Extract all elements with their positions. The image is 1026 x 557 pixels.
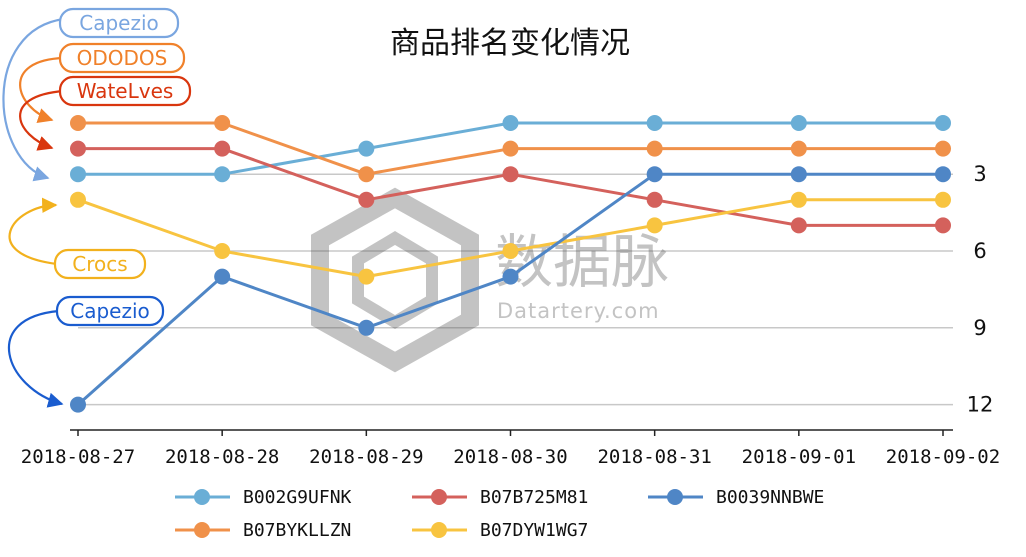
data-point	[790, 191, 807, 208]
data-point	[790, 140, 807, 157]
data-point	[358, 166, 375, 183]
data-point	[502, 115, 519, 131]
data-point	[70, 191, 86, 208]
legend-swatch-marker	[194, 489, 210, 505]
x-tick-label: 2018-08-30	[453, 446, 567, 468]
legend-item: B07BYKLLZN	[175, 520, 351, 541]
data-point	[214, 166, 231, 183]
data-point	[646, 166, 663, 183]
series-B07DYW1WG7	[70, 191, 951, 285]
annotation-label: Capezio	[70, 299, 150, 323]
data-point	[646, 115, 663, 131]
data-point	[70, 115, 86, 131]
data-point	[358, 191, 375, 208]
data-point	[70, 166, 86, 183]
data-point	[646, 191, 663, 208]
annotation-box	[58, 42, 186, 74]
data-point	[502, 243, 519, 259]
legend-label: B07DYW1WG7	[480, 520, 588, 541]
data-point	[790, 217, 807, 234]
series-B0039NNBWE	[70, 166, 951, 413]
x-tick-label: 2018-08-31	[597, 446, 711, 468]
data-point	[790, 115, 807, 131]
x-tick-label: 2018-08-29	[309, 446, 423, 468]
annotation-callout: Crocs	[8, 197, 147, 280]
data-point	[935, 115, 951, 131]
chart-title: 商品排名变化情况	[390, 26, 630, 61]
annotation-box	[53, 248, 147, 280]
data-point	[935, 166, 951, 183]
data-point	[502, 166, 519, 183]
y-tick-label: 6	[973, 239, 986, 263]
data-point	[70, 396, 86, 413]
data-point	[646, 140, 663, 157]
watermark-domain: Datartery.com	[497, 299, 660, 323]
annotation-label: WateLves	[77, 79, 174, 103]
data-point	[935, 191, 951, 208]
legend-item: B07B725M81	[412, 487, 588, 508]
annotation-box	[55, 295, 165, 327]
data-point	[70, 140, 86, 157]
data-point	[358, 319, 375, 336]
series-B07B725M81	[70, 140, 951, 234]
legend-label: B07BYKLLZN	[243, 520, 351, 541]
legend-swatch-marker	[194, 522, 210, 538]
x-tick-label: 2018-08-27	[21, 446, 135, 468]
legend-label: B07B725M81	[480, 487, 588, 508]
legend-label: B0039NNBWE	[716, 487, 824, 508]
legend-item: B0039NNBWE	[648, 487, 824, 508]
series-B07BYKLLZN	[70, 115, 951, 183]
legend-swatch-marker	[667, 489, 683, 505]
legend-item: B07DYW1WG7	[412, 520, 588, 541]
series-B002G9UFNK	[70, 115, 951, 183]
x-tick-label: 2018-09-02	[886, 446, 1000, 468]
legend-item: B002G9UFNK	[175, 487, 352, 508]
annotation-label: ODODOS	[77, 46, 168, 70]
y-tick-label: 9	[973, 316, 986, 340]
data-point	[214, 140, 231, 157]
watermark-logo-icon	[311, 187, 479, 373]
y-tick-label: 12	[967, 393, 994, 417]
annotation-arrow	[8, 197, 58, 266]
legend-label: B002G9UFNK	[243, 487, 352, 508]
annotation-callout: WateLves	[19, 75, 192, 151]
data-point	[214, 115, 231, 131]
data-point	[214, 268, 231, 285]
annotations: Capezio ODODOS WateLves Crocs Capezio	[2, 7, 192, 408]
axes: 3 6 9 12 2018-08-27 2018-08-28 2018-08-29 2018-…	[21, 162, 1000, 468]
data-point	[358, 140, 375, 157]
annotation-arrow	[2, 17, 65, 182]
data-point	[646, 217, 663, 234]
data-point	[502, 140, 519, 157]
annotation-label: Crocs	[72, 252, 127, 276]
data-point	[935, 140, 951, 157]
annotation-callout: ODODOS	[19, 42, 186, 124]
annotation-arrow	[19, 56, 65, 124]
data-point	[214, 243, 231, 259]
legend: B002G9UFNK B07B725M81 B0039NNBWE B07BYKLLZN…	[175, 487, 824, 541]
annotation-callout: Capezio	[2, 7, 180, 182]
annotation-label: Capezio	[79, 11, 159, 35]
legend-swatch-marker	[431, 522, 447, 538]
annotation-box	[58, 7, 180, 39]
legend-swatch-marker	[431, 489, 447, 505]
data-point	[502, 268, 519, 285]
annotation-arrow	[19, 89, 65, 151]
data-point	[790, 166, 807, 183]
x-tick-label: 2018-08-28	[165, 446, 279, 468]
series-line	[78, 147, 943, 227]
annotation-box	[58, 75, 192, 107]
y-tick-label: 3	[973, 162, 986, 186]
series	[70, 115, 951, 413]
annotation-arrow	[7, 309, 64, 408]
data-point	[935, 217, 951, 234]
annotation-callout: Capezio	[7, 295, 165, 408]
data-point	[358, 268, 375, 285]
x-tick-label: 2018-09-01	[742, 446, 856, 468]
